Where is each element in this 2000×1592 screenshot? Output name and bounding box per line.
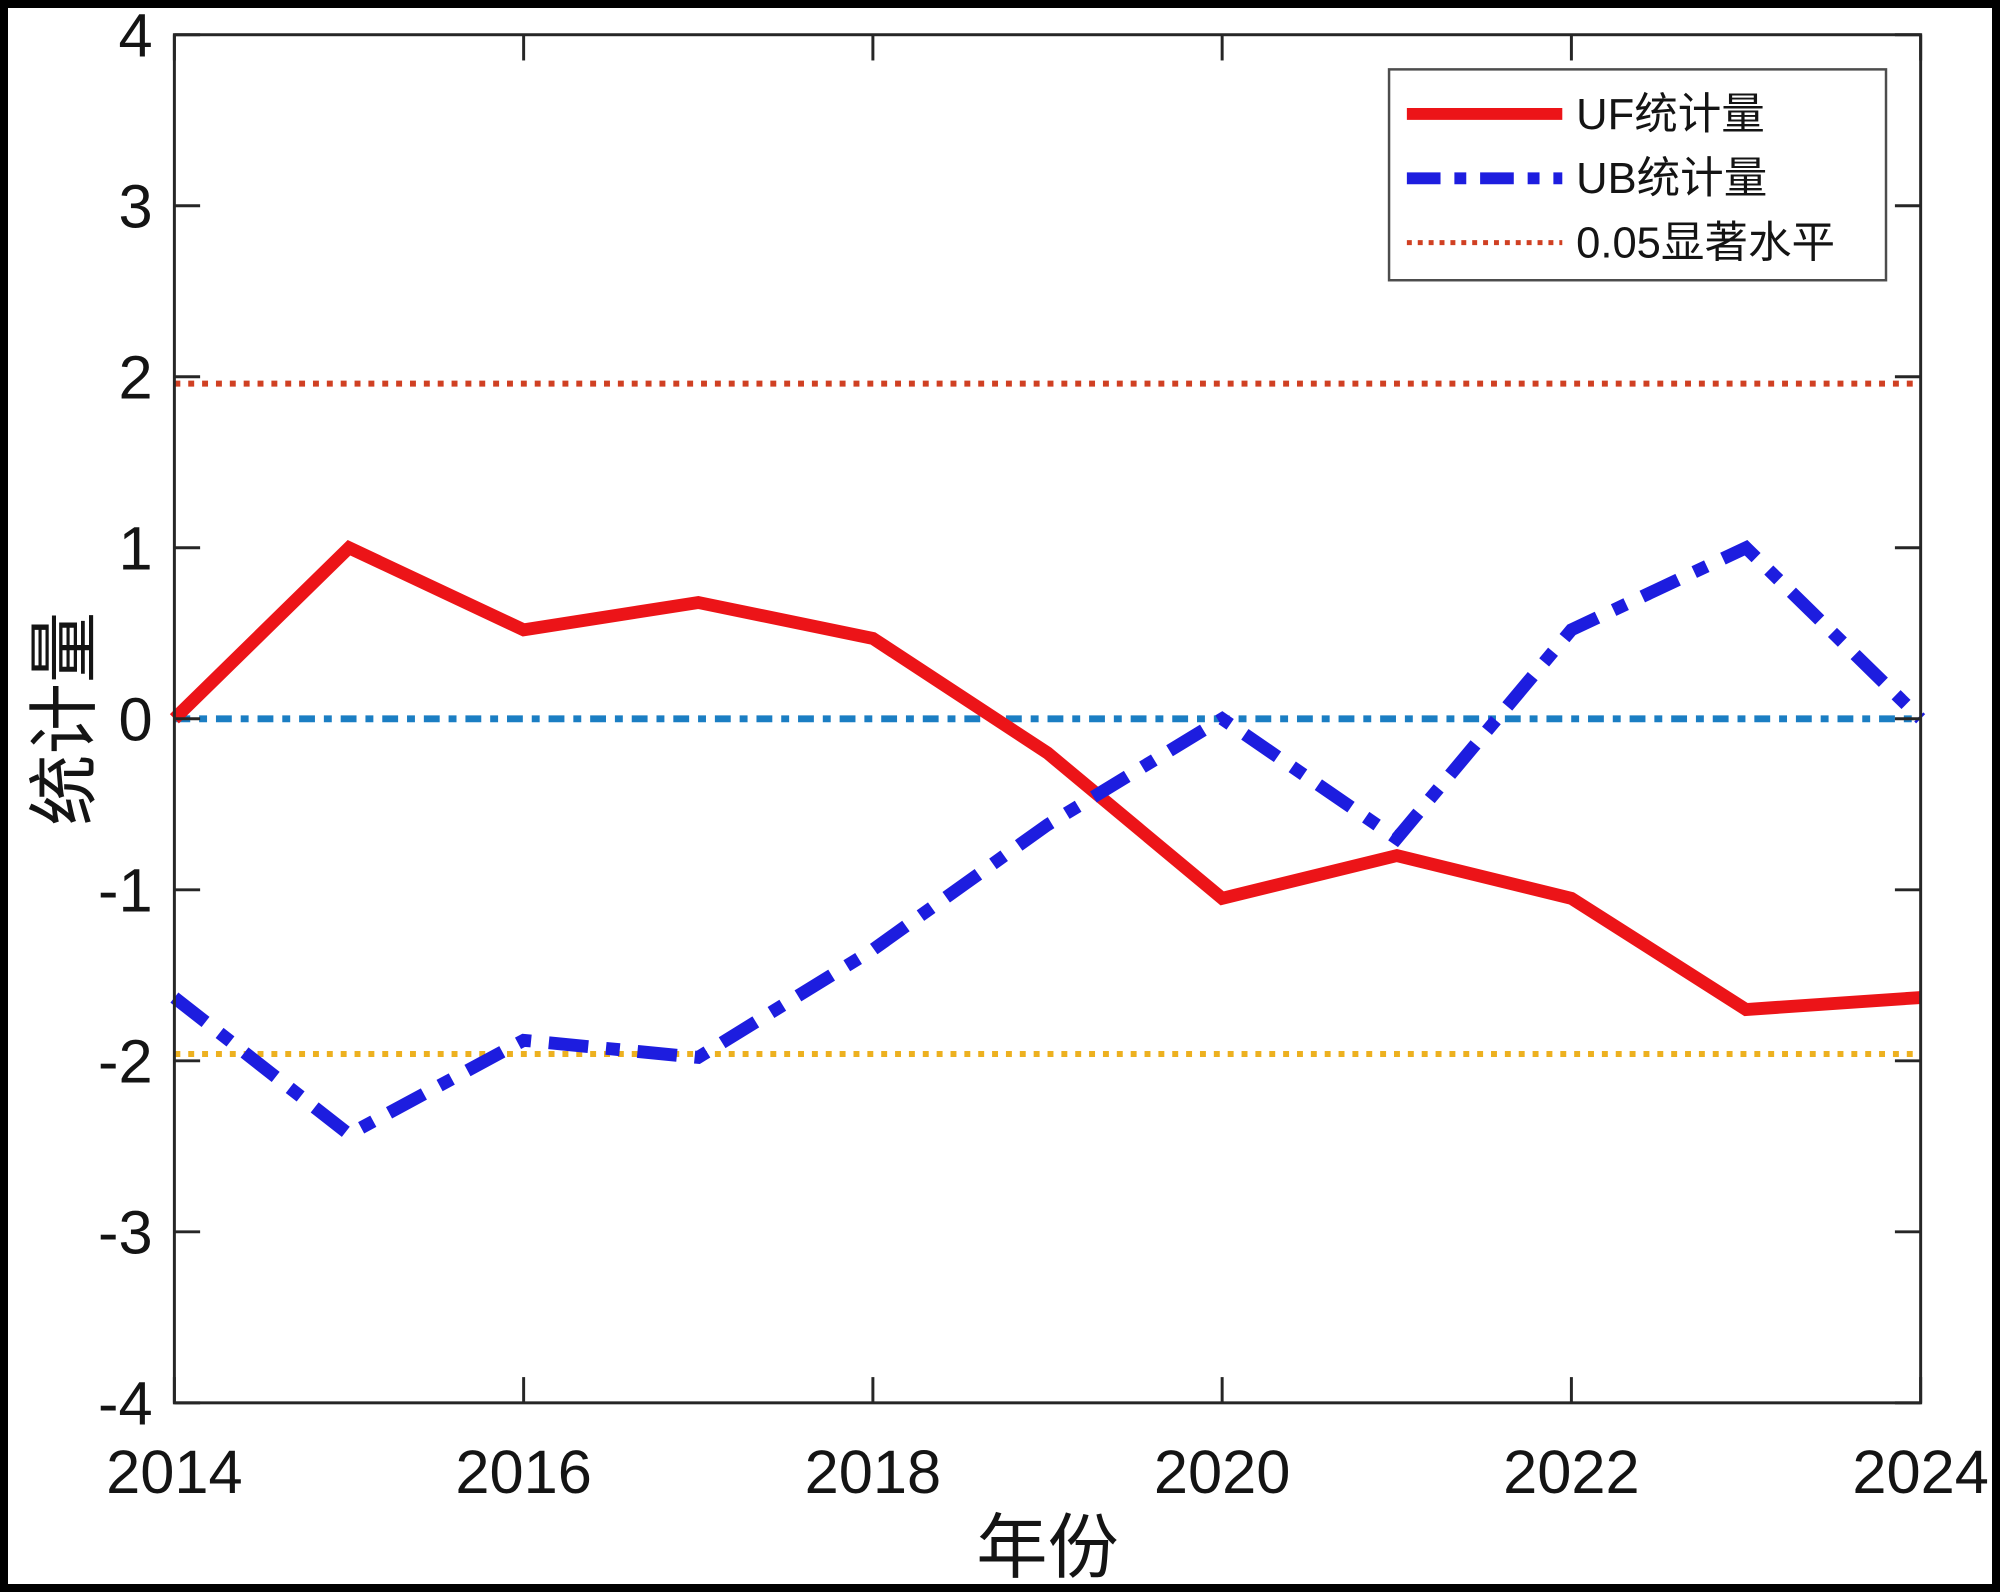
y-tick-label: 4 <box>118 8 152 71</box>
x-tick-label: 2020 <box>1154 1438 1291 1507</box>
x-tick-label: 2014 <box>106 1438 243 1507</box>
legend: UF统计量 UB统计量 0.05显著水平 <box>1387 68 1888 282</box>
x-tick-label: 2024 <box>1852 1438 1989 1507</box>
y-tick-label: 2 <box>118 344 152 413</box>
uf-series-line <box>169 540 1922 1017</box>
axis-ticks <box>172 33 1923 1405</box>
legend-label: UF统计量 <box>1576 91 1765 139</box>
x-axis-label: 年份 <box>976 1508 1119 1584</box>
data-series <box>169 540 1926 1143</box>
x-tick-label: 2022 <box>1503 1438 1640 1507</box>
axis-tick-labels: 2014 2016 2018 2020 2022 2024 4 3 2 1 0 -1 -2 -3 -4 <box>98 8 1989 1507</box>
legend-label: 0.05显著水平 <box>1576 219 1835 267</box>
legend-box <box>1387 68 1888 282</box>
reference-lines <box>174 380 1921 1057</box>
y-tick-label: 1 <box>118 515 152 584</box>
y-tick-label: -4 <box>98 1370 153 1439</box>
x-tick-label: 2016 <box>455 1438 592 1507</box>
y-tick-label: -1 <box>98 857 153 926</box>
y-axis-label: 统计量 <box>25 612 105 826</box>
legend-label: UB统计量 <box>1576 155 1767 203</box>
y-tick-label: 0 <box>118 686 152 755</box>
y-tick-label: 3 <box>118 173 152 242</box>
ub-series-line <box>170 540 1926 1143</box>
y-tick-label: -2 <box>98 1028 153 1097</box>
y-tick-label: -3 <box>98 1199 153 1268</box>
x-tick-label: 2018 <box>805 1438 942 1507</box>
